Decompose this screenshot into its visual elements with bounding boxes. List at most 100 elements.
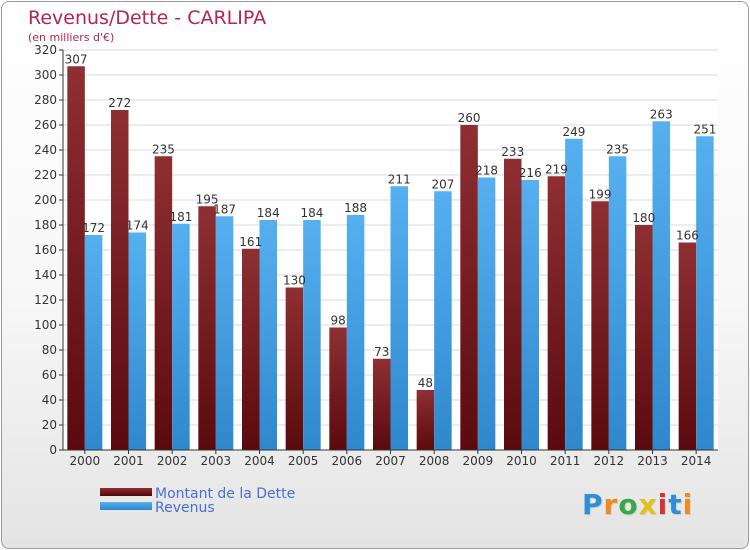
- data-label-dette: 219: [545, 162, 568, 176]
- y-tick-label: 20: [42, 418, 57, 432]
- data-label-revenus: 216: [519, 166, 542, 180]
- x-tick-label: 2009: [463, 454, 494, 468]
- logo-letter: x: [638, 488, 658, 521]
- y-tick-label: 0: [49, 443, 57, 457]
- x-tick-label: 2011: [550, 454, 581, 468]
- data-label-revenus: 181: [169, 210, 192, 224]
- data-label-revenus: 174: [126, 219, 149, 233]
- y-tick-label: 40: [42, 393, 57, 407]
- data-label-revenus: 218: [475, 164, 498, 178]
- data-label-revenus: 207: [431, 177, 454, 191]
- x-tick-label: 2003: [201, 454, 232, 468]
- data-label-revenus: 249: [562, 125, 585, 139]
- bar-revenus: [521, 180, 539, 450]
- data-label-revenus: 235: [606, 142, 629, 156]
- data-label-dette: 161: [239, 235, 262, 249]
- data-label-dette: 73: [374, 345, 389, 359]
- x-tick-label: 2007: [375, 454, 406, 468]
- legend-label-dette: Montant de la Dette: [155, 486, 296, 502]
- bar-revenus: [696, 136, 714, 450]
- bar-revenus: [84, 235, 103, 450]
- y-tick-label: 300: [34, 68, 57, 82]
- data-label-revenus: 263: [650, 107, 673, 121]
- y-tick-label: 60: [42, 368, 57, 382]
- data-label-revenus: 211: [388, 172, 411, 186]
- bar-revenus: [346, 215, 365, 450]
- bar-revenus: [259, 220, 277, 450]
- bar-dette: [198, 206, 216, 450]
- bar-dette: [678, 242, 697, 450]
- data-label-revenus: 188: [344, 201, 367, 215]
- bar-dette: [111, 110, 129, 450]
- data-label-dette: 199: [589, 187, 612, 201]
- bar-dette: [416, 390, 435, 450]
- data-label-dette: 180: [632, 211, 655, 225]
- logo-letter: t: [668, 488, 683, 521]
- x-tick-label: 2002: [157, 454, 188, 468]
- data-label-dette: 272: [108, 96, 131, 110]
- bar-revenus: [608, 156, 627, 450]
- x-tick-label: 2012: [594, 454, 625, 468]
- chart-subtitle: (en milliers d'€): [28, 31, 115, 44]
- bar-dette: [591, 201, 609, 450]
- proxiti-logo: Proxiti: [582, 488, 693, 521]
- y-tick-label: 180: [34, 218, 57, 232]
- y-tick-label: 160: [34, 243, 57, 257]
- data-label-revenus: 184: [257, 206, 280, 220]
- bar-revenus: [434, 191, 452, 450]
- x-tick-label: 2010: [506, 454, 537, 468]
- x-tick-label: 2000: [70, 454, 101, 468]
- y-tick-label: 80: [42, 343, 57, 357]
- bar-dette: [373, 358, 391, 450]
- logo-letter: r: [603, 488, 619, 521]
- x-tick-label: 2001: [113, 454, 144, 468]
- y-tick-label: 120: [34, 293, 57, 307]
- data-label-revenus: 187: [213, 202, 236, 216]
- bar-dette: [504, 158, 522, 450]
- bar-revenus: [390, 186, 408, 450]
- bar-dette: [285, 287, 304, 450]
- legend-label-revenus: Revenus: [155, 500, 215, 516]
- bar-dette: [635, 225, 653, 450]
- data-label-dette: 233: [501, 145, 524, 159]
- y-tick-label: 200: [34, 193, 57, 207]
- y-tick-label: 320: [34, 43, 57, 57]
- data-label-revenus: 251: [693, 122, 716, 136]
- legend-swatch-dette: [100, 488, 152, 496]
- legend-swatch-revenus: [100, 502, 152, 510]
- bar-dette: [460, 125, 478, 450]
- bar-revenus: [303, 220, 321, 450]
- bar-revenus: [128, 232, 146, 450]
- logo-letter: i: [682, 488, 694, 521]
- bar-dette: [154, 156, 173, 450]
- data-label-dette: 195: [196, 192, 219, 206]
- data-label-dette: 98: [330, 314, 345, 328]
- x-tick-label: 2013: [637, 454, 668, 468]
- x-tick-label: 2005: [288, 454, 319, 468]
- chart-title: Revenus/Dette - CARLIPA: [28, 7, 267, 29]
- data-label-revenus: 172: [82, 221, 105, 235]
- logo-letter: o: [618, 488, 639, 521]
- y-tick-label: 240: [34, 143, 57, 157]
- data-label-dette: 235: [152, 142, 175, 156]
- data-label-dette: 130: [283, 274, 306, 288]
- bar-revenus: [172, 223, 190, 450]
- data-label-revenus: 184: [300, 206, 323, 220]
- y-tick-label: 100: [34, 318, 57, 332]
- data-label-dette: 166: [676, 229, 699, 243]
- y-tick-label: 140: [34, 268, 57, 282]
- bar-dette: [329, 327, 347, 450]
- y-tick-label: 220: [34, 168, 57, 182]
- data-label-dette: 307: [65, 52, 88, 66]
- x-tick-label: 2014: [681, 454, 712, 468]
- bar-revenus: [565, 138, 583, 450]
- bar-revenus: [215, 216, 234, 450]
- bar-revenus: [477, 177, 496, 450]
- data-label-dette: 260: [458, 111, 481, 125]
- x-tick-label: 2006: [332, 454, 363, 468]
- logo-letter: i: [657, 488, 669, 521]
- data-label-dette: 48: [418, 376, 433, 390]
- bar-dette: [242, 248, 260, 450]
- x-tick-label: 2008: [419, 454, 450, 468]
